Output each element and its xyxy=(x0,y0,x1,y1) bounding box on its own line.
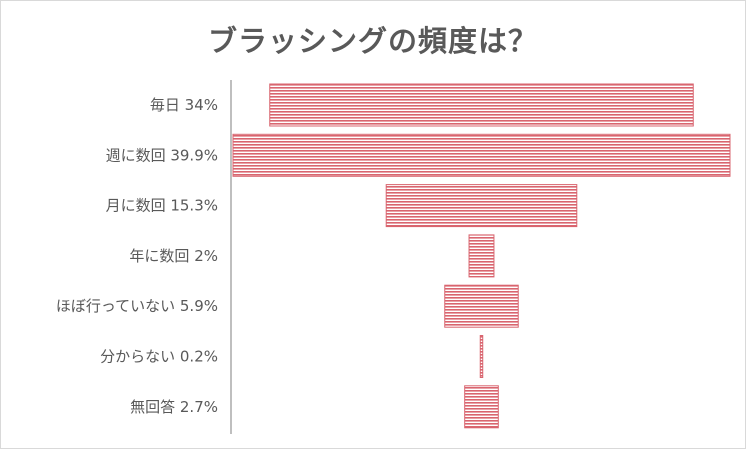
chart-title: ブラッシングの頻度は？ xyxy=(207,24,538,58)
funnel-bar xyxy=(269,83,694,127)
funnel-bar xyxy=(444,284,519,328)
category-label: 毎日 34% xyxy=(150,96,218,114)
category-label: 無回答 2.7% xyxy=(130,398,218,416)
category-label: 月に数回 15.3% xyxy=(106,197,218,215)
category-label: ほぼ行っていない 5.9% xyxy=(56,297,218,315)
category-label: 分からない 0.2% xyxy=(100,348,218,366)
funnel-bar xyxy=(468,234,495,278)
funnel-bar xyxy=(479,335,484,378)
funnel-bar xyxy=(385,184,578,228)
funnel-bar xyxy=(232,133,731,177)
category-label: 年に数回 2% xyxy=(129,247,218,265)
category-label: 週に数回 39.9% xyxy=(106,146,218,164)
funnel-bar xyxy=(464,385,499,429)
